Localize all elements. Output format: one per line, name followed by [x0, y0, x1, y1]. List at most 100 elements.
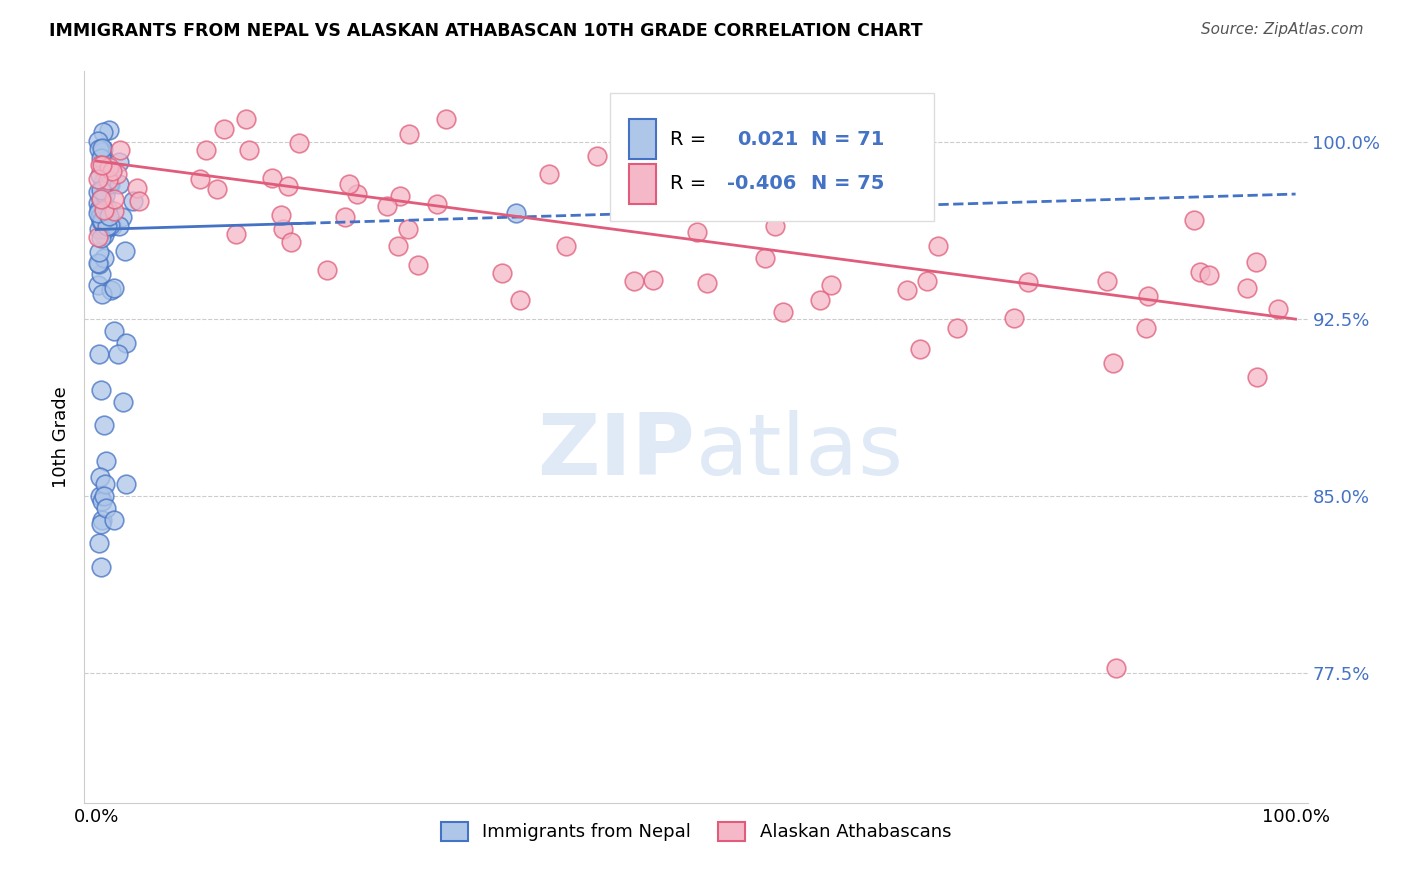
Point — [908, 342, 931, 356]
Point — [212, 122, 235, 136]
Point — [103, 204, 125, 219]
Point — [107, 347, 129, 361]
Point — [89, 470, 111, 484]
Text: IMMIGRANTS FROM NEPAL VS ALASKAN ATHABASCAN 10TH GRADE CORRELATION CHART: IMMIGRANTS FROM NEPAL VS ALASKAN ATHABAS… — [49, 22, 922, 40]
Text: -0.406: -0.406 — [727, 174, 796, 194]
Point — [89, 202, 111, 216]
Point — [90, 231, 112, 245]
Text: R =: R = — [671, 129, 713, 149]
Point — [927, 239, 949, 253]
Point — [115, 477, 138, 491]
Point — [260, 170, 283, 185]
Point — [1095, 274, 1118, 288]
Point — [89, 158, 111, 172]
Point — [108, 219, 131, 233]
Point — [87, 206, 110, 220]
Text: ZIP: ZIP — [537, 410, 695, 493]
Point — [93, 418, 115, 433]
Point — [100, 283, 122, 297]
Point — [1137, 289, 1160, 303]
Point — [808, 293, 831, 307]
Point — [90, 189, 112, 203]
Point — [97, 123, 120, 137]
Point — [287, 136, 309, 151]
Point — [946, 320, 969, 334]
Point — [87, 347, 110, 361]
Point — [90, 183, 112, 197]
Point — [896, 283, 918, 297]
Point — [1236, 281, 1258, 295]
Point — [87, 257, 110, 271]
Point — [225, 227, 247, 241]
Text: N = 71: N = 71 — [811, 129, 884, 149]
Point — [93, 228, 115, 243]
Point — [87, 142, 110, 156]
Point — [100, 178, 122, 193]
Point — [270, 208, 292, 222]
Point — [90, 192, 112, 206]
Point — [505, 206, 527, 220]
Point — [111, 210, 134, 224]
Point — [238, 143, 260, 157]
Point — [91, 513, 114, 527]
Point — [97, 173, 120, 187]
Point — [915, 274, 938, 288]
Point — [315, 263, 337, 277]
Point — [337, 177, 360, 191]
Point — [128, 194, 150, 208]
Point — [93, 142, 115, 156]
Point — [491, 266, 513, 280]
Point — [90, 214, 112, 228]
Point — [115, 335, 138, 350]
Point — [1267, 301, 1289, 316]
Point — [94, 453, 117, 467]
Point — [333, 211, 356, 225]
Y-axis label: 10th Grade: 10th Grade — [52, 386, 70, 488]
Point — [778, 194, 800, 209]
Point — [91, 158, 114, 172]
Point — [1246, 369, 1268, 384]
Point — [585, 149, 607, 163]
Point — [90, 559, 112, 574]
Point — [623, 275, 645, 289]
Point — [89, 168, 111, 182]
Point — [820, 278, 842, 293]
Point — [96, 219, 118, 233]
Point — [89, 245, 111, 260]
Point — [1182, 213, 1205, 227]
Point — [90, 151, 112, 165]
Text: 0.021: 0.021 — [738, 129, 799, 149]
Point — [91, 145, 114, 159]
Point — [641, 273, 664, 287]
Point — [93, 202, 115, 217]
Text: R =: R = — [671, 174, 707, 194]
Point — [686, 225, 709, 239]
Point — [125, 181, 148, 195]
Point — [93, 489, 115, 503]
Point — [1002, 310, 1025, 325]
Point — [1105, 661, 1128, 675]
Point — [90, 267, 112, 281]
Point — [1017, 275, 1039, 289]
Point — [94, 500, 117, 515]
Point — [97, 178, 120, 192]
Point — [90, 383, 112, 397]
Point — [509, 293, 531, 308]
Point — [91, 215, 114, 229]
Point — [277, 178, 299, 193]
Point — [91, 195, 114, 210]
Point — [406, 258, 429, 272]
Point — [91, 493, 114, 508]
Point — [434, 112, 457, 126]
Point — [388, 189, 411, 203]
Point — [89, 489, 111, 503]
Point — [101, 219, 124, 233]
Point — [91, 141, 114, 155]
Point — [1188, 265, 1211, 279]
Point — [86, 185, 108, 199]
Text: N = 75: N = 75 — [811, 174, 884, 194]
Point — [754, 251, 776, 265]
Point — [91, 125, 114, 139]
Point — [1102, 356, 1125, 370]
Point — [538, 167, 561, 181]
